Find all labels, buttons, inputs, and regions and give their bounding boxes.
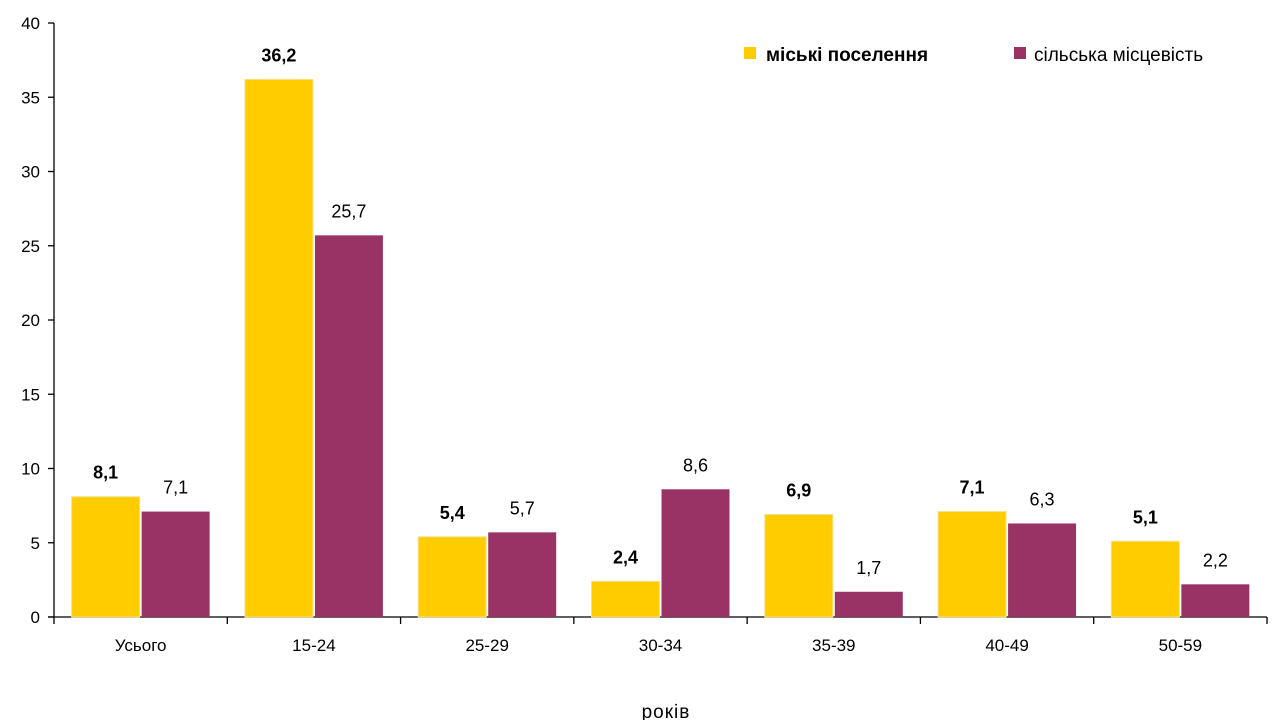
y-tick-label: 15	[21, 385, 40, 404]
y-tick-label: 20	[21, 311, 40, 330]
bar-urban	[764, 514, 834, 618]
bar-urban	[244, 78, 314, 618]
bar-urban	[937, 511, 1007, 618]
data-label-urban: 8,1	[93, 463, 118, 483]
y-tick-label: 10	[21, 460, 40, 479]
y-tick-label: 40	[21, 14, 40, 33]
x-tick-label: 35-39	[812, 636, 855, 655]
x-tick-label: 25-29	[465, 636, 508, 655]
legend-label-urban: міські поселення	[766, 45, 928, 66]
bar-urban	[1110, 540, 1180, 618]
data-label-rural: 8,6	[683, 455, 708, 475]
bar-rural	[488, 532, 557, 617]
data-label-urban: 5,1	[1133, 507, 1158, 527]
bar-urban	[591, 580, 660, 618]
bar-rural	[1008, 523, 1077, 617]
data-label-rural: 1,7	[856, 558, 881, 578]
data-label-urban: 36,2	[261, 45, 296, 65]
bar-urban	[417, 536, 487, 618]
data-label-urban: 6,9	[786, 481, 811, 501]
bar-rural	[1181, 584, 1250, 617]
legend-swatch-urban	[744, 47, 756, 59]
x-axis: Усього 15-24 25-29 30-34 35-39 40-49 50-59	[48, 616, 1268, 655]
data-label-urban: 5,4	[440, 503, 465, 523]
data-label-rural: 25,7	[331, 201, 366, 221]
y-tick-label: 5	[31, 534, 40, 553]
x-tick-label: 50-59	[1159, 636, 1202, 655]
data-label-urban: 2,4	[613, 547, 638, 567]
x-tick-label: 15-24	[292, 636, 335, 655]
bar-urban	[71, 496, 141, 618]
y-tick-label: 35	[21, 88, 40, 107]
x-tick-label: 40-49	[985, 636, 1028, 655]
legend-label-rural: сільська місцевість	[1034, 45, 1203, 66]
y-tick-label: 0	[31, 608, 40, 627]
y-axis: 0 5 10 15 20 25 30 35 40	[21, 14, 55, 627]
data-label-rural: 5,7	[510, 498, 535, 518]
bar-rural	[141, 511, 210, 617]
data-label-rural: 2,2	[1203, 550, 1228, 570]
bar-rural	[661, 489, 730, 617]
bar-rural	[834, 591, 903, 617]
legend-swatch-rural	[1014, 47, 1026, 59]
x-axis-title: років	[642, 702, 691, 720]
bars	[71, 78, 1250, 618]
data-label-urban: 7,1	[960, 478, 985, 498]
data-label-rural: 6,3	[1030, 489, 1055, 509]
bar-rural	[314, 235, 383, 618]
x-tick-label: Усього	[115, 636, 167, 655]
data-labels: 8,1 7,1 36,2 25,7 5,4 5,7 2,4 8,6 6,9 1,7 7,1 6,3 5,…	[93, 45, 1228, 577]
x-tick-label: 30-34	[639, 636, 682, 655]
y-tick-label: 30	[21, 163, 40, 182]
legend: міські поселення сільська місцевість	[744, 45, 1203, 66]
data-label-rural: 7,1	[163, 478, 188, 498]
y-tick-label: 25	[21, 237, 40, 256]
